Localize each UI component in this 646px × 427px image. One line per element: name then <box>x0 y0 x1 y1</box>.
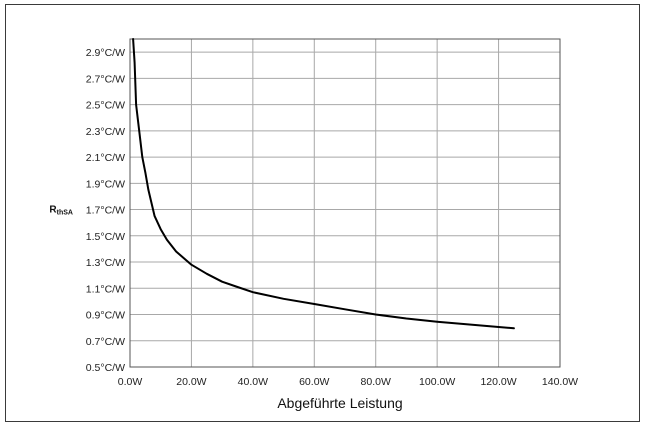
y-tick-labels: 0.5°C/W 0.7°C/W 0.9°C/W 1.1°C/W 1.3°C/W 1.5°C… <box>86 47 125 374</box>
chart-frame <box>5 4 640 422</box>
y-tick-label: 1.9°C/W <box>86 178 125 190</box>
y-tick-label: 0.9°C/W <box>86 310 125 322</box>
y-tick-label: 1.1°C/W <box>86 283 125 295</box>
x-tick-label: 100.0W <box>419 376 455 388</box>
x-tick-label: 0.0W <box>118 376 143 388</box>
x-tick-label: 140.0W <box>542 376 578 388</box>
y-axis-title-sub: thSA <box>57 210 73 217</box>
x-tick-label: 60.0W <box>299 376 329 388</box>
y-tick-label: 1.7°C/W <box>86 205 125 217</box>
y-tick-label: 2.9°C/W <box>86 47 125 59</box>
x-axis-title: Abgeführte Leistung <box>277 395 402 411</box>
plot-area-border <box>129 38 561 368</box>
series-layer <box>132 38 515 330</box>
x-tick-label: 20.0W <box>176 376 206 388</box>
x-tick-label: 40.0W <box>238 376 268 388</box>
y-axis-title-main: R <box>49 205 57 216</box>
series-line <box>132 38 515 330</box>
x-tick-label: 120.0W <box>480 376 516 388</box>
y-tick-label: 2.7°C/W <box>86 73 125 85</box>
y-axis-title: RthSA <box>49 205 73 217</box>
y-tick-label: 2.3°C/W <box>86 126 125 138</box>
y-tick-label: 0.7°C/W <box>86 336 125 348</box>
y-tick-label: 2.1°C/W <box>86 152 125 164</box>
x-tick-labels: 0.0W 20.0W 40.0W 60.0W 80.0W 100.0W 120.0W 140.… <box>118 376 578 388</box>
y-tick-label: 1.3°C/W <box>86 257 125 269</box>
y-tick-label: 0.5°C/W <box>86 362 125 374</box>
y-tick-label: 2.5°C/W <box>86 100 125 112</box>
x-tick-label: 80.0W <box>361 376 391 388</box>
y-tick-label: 1.5°C/W <box>86 231 125 243</box>
grid-lines <box>130 39 560 367</box>
